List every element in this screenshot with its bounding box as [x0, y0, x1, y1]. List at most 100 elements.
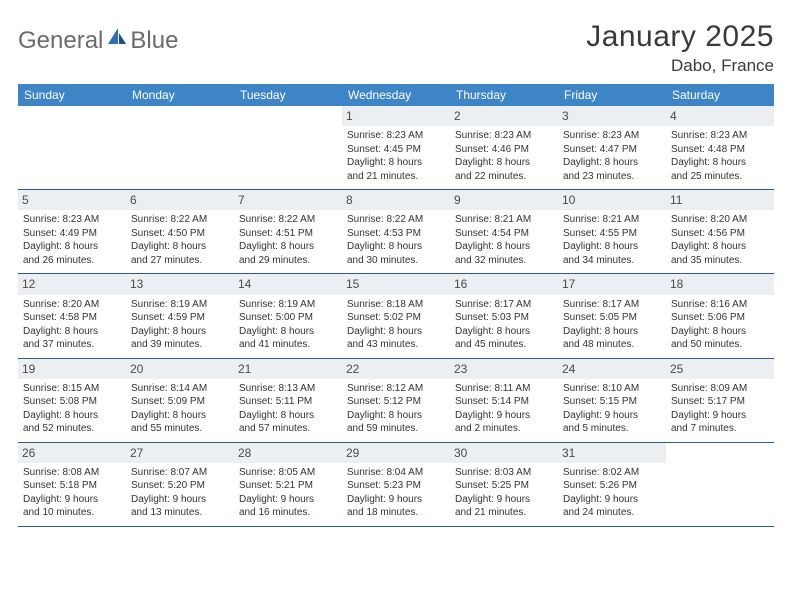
day-number: 11 [666, 190, 774, 210]
title-block: January 2025 Dabo, France [586, 20, 774, 76]
day-number: 12 [18, 274, 126, 294]
sunrise-text: Sunrise: 8:14 AM [131, 382, 229, 396]
calendar-cell: 16Sunrise: 8:17 AMSunset: 5:03 PMDayligh… [450, 274, 558, 358]
day-number: 1 [342, 106, 450, 126]
calendar-body: 1Sunrise: 8:23 AMSunset: 4:45 PMDaylight… [18, 106, 774, 526]
daylight-line1: Daylight: 8 hours [563, 325, 661, 339]
calendar-week-row: 19Sunrise: 8:15 AMSunset: 5:08 PMDayligh… [18, 358, 774, 442]
daylight-line2: and 55 minutes. [131, 422, 229, 436]
sunset-text: Sunset: 4:55 PM [563, 227, 661, 241]
sunset-text: Sunset: 4:56 PM [671, 227, 769, 241]
sunrise-text: Sunrise: 8:15 AM [23, 382, 121, 396]
day-number: 18 [666, 274, 774, 294]
sunrise-text: Sunrise: 8:11 AM [455, 382, 553, 396]
daylight-line2: and 22 minutes. [455, 170, 553, 184]
daylight-line2: and 26 minutes. [23, 254, 121, 268]
day-number: 21 [234, 359, 342, 379]
brand-logo: General Blue [18, 20, 178, 55]
calendar-cell: 21Sunrise: 8:13 AMSunset: 5:11 PMDayligh… [234, 358, 342, 442]
sunset-text: Sunset: 4:47 PM [563, 143, 661, 157]
daylight-line1: Daylight: 8 hours [455, 325, 553, 339]
daylight-line1: Daylight: 8 hours [455, 240, 553, 254]
daylight-line2: and 2 minutes. [455, 422, 553, 436]
daylight-line2: and 57 minutes. [239, 422, 337, 436]
sunset-text: Sunset: 5:12 PM [347, 395, 445, 409]
daylight-line1: Daylight: 9 hours [671, 409, 769, 423]
calendar-cell: 25Sunrise: 8:09 AMSunset: 5:17 PMDayligh… [666, 358, 774, 442]
calendar-cell: 1Sunrise: 8:23 AMSunset: 4:45 PMDaylight… [342, 106, 450, 190]
daylight-line1: Daylight: 9 hours [455, 493, 553, 507]
calendar-cell: 2Sunrise: 8:23 AMSunset: 4:46 PMDaylight… [450, 106, 558, 190]
calendar-week-row: 12Sunrise: 8:20 AMSunset: 4:58 PMDayligh… [18, 274, 774, 358]
calendar-week-row: 26Sunrise: 8:08 AMSunset: 5:18 PMDayligh… [18, 442, 774, 526]
sunrise-text: Sunrise: 8:21 AM [563, 213, 661, 227]
day-number: 3 [558, 106, 666, 126]
sunrise-text: Sunrise: 8:18 AM [347, 298, 445, 312]
day-header: Thursday [450, 84, 558, 106]
daylight-line1: Daylight: 8 hours [347, 325, 445, 339]
sunset-text: Sunset: 5:03 PM [455, 311, 553, 325]
sunrise-text: Sunrise: 8:03 AM [455, 466, 553, 480]
daylight-line1: Daylight: 8 hours [23, 240, 121, 254]
daylight-line2: and 25 minutes. [671, 170, 769, 184]
calendar-cell: 27Sunrise: 8:07 AMSunset: 5:20 PMDayligh… [126, 442, 234, 526]
day-number: 25 [666, 359, 774, 379]
daylight-line2: and 45 minutes. [455, 338, 553, 352]
calendar-cell: 18Sunrise: 8:16 AMSunset: 5:06 PMDayligh… [666, 274, 774, 358]
day-number: 15 [342, 274, 450, 294]
sunset-text: Sunset: 5:06 PM [671, 311, 769, 325]
calendar-cell: 5Sunrise: 8:23 AMSunset: 4:49 PMDaylight… [18, 190, 126, 274]
sunset-text: Sunset: 5:20 PM [131, 479, 229, 493]
day-number: 19 [18, 359, 126, 379]
sunrise-text: Sunrise: 8:20 AM [23, 298, 121, 312]
daylight-line1: Daylight: 9 hours [347, 493, 445, 507]
sunrise-text: Sunrise: 8:12 AM [347, 382, 445, 396]
day-header: Saturday [666, 84, 774, 106]
sunset-text: Sunset: 5:11 PM [239, 395, 337, 409]
sunrise-text: Sunrise: 8:23 AM [563, 129, 661, 143]
daylight-line1: Daylight: 8 hours [23, 409, 121, 423]
calendar-cell: 30Sunrise: 8:03 AMSunset: 5:25 PMDayligh… [450, 442, 558, 526]
day-number: 20 [126, 359, 234, 379]
calendar-week-row: 1Sunrise: 8:23 AMSunset: 4:45 PMDaylight… [18, 106, 774, 190]
location-label: Dabo, France [586, 56, 774, 76]
daylight-line1: Daylight: 8 hours [671, 325, 769, 339]
calendar-cell: 9Sunrise: 8:21 AMSunset: 4:54 PMDaylight… [450, 190, 558, 274]
sunset-text: Sunset: 4:46 PM [455, 143, 553, 157]
daylight-line2: and 43 minutes. [347, 338, 445, 352]
sunset-text: Sunset: 4:59 PM [131, 311, 229, 325]
calendar-cell [18, 106, 126, 190]
sunrise-text: Sunrise: 8:19 AM [131, 298, 229, 312]
sunrise-text: Sunrise: 8:17 AM [563, 298, 661, 312]
daylight-line2: and 21 minutes. [455, 506, 553, 520]
daylight-line2: and 37 minutes. [23, 338, 121, 352]
day-number: 30 [450, 443, 558, 463]
daylight-line1: Daylight: 9 hours [131, 493, 229, 507]
day-number: 13 [126, 274, 234, 294]
sunset-text: Sunset: 5:17 PM [671, 395, 769, 409]
calendar-cell: 22Sunrise: 8:12 AMSunset: 5:12 PMDayligh… [342, 358, 450, 442]
daylight-line1: Daylight: 8 hours [671, 240, 769, 254]
daylight-line2: and 50 minutes. [671, 338, 769, 352]
daylight-line1: Daylight: 8 hours [239, 409, 337, 423]
sunset-text: Sunset: 5:05 PM [563, 311, 661, 325]
calendar-week-row: 5Sunrise: 8:23 AMSunset: 4:49 PMDaylight… [18, 190, 774, 274]
daylight-line2: and 5 minutes. [563, 422, 661, 436]
calendar-cell: 7Sunrise: 8:22 AMSunset: 4:51 PMDaylight… [234, 190, 342, 274]
daylight-line1: Daylight: 8 hours [563, 240, 661, 254]
sunset-text: Sunset: 4:49 PM [23, 227, 121, 241]
day-number: 23 [450, 359, 558, 379]
sunrise-text: Sunrise: 8:10 AM [563, 382, 661, 396]
calendar-cell: 13 Sunrise: 8:19 AMSunset: 4:59 PMDayligh… [126, 274, 234, 358]
daylight-line2: and 39 minutes. [131, 338, 229, 352]
sunrise-text: Sunrise: 8:23 AM [671, 129, 769, 143]
calendar-cell: 17Sunrise: 8:17 AMSunset: 5:05 PMDayligh… [558, 274, 666, 358]
sunset-text: Sunset: 4:48 PM [671, 143, 769, 157]
sunrise-text: Sunrise: 8:20 AM [671, 213, 769, 227]
calendar-table: Sunday Monday Tuesday Wednesday Thursday… [18, 84, 774, 527]
sunrise-text: Sunrise: 8:17 AM [455, 298, 553, 312]
sunset-text: Sunset: 4:50 PM [131, 227, 229, 241]
sunrise-text: Sunrise: 8:22 AM [131, 213, 229, 227]
daylight-line2: and 27 minutes. [131, 254, 229, 268]
daylight-line1: Daylight: 8 hours [131, 325, 229, 339]
